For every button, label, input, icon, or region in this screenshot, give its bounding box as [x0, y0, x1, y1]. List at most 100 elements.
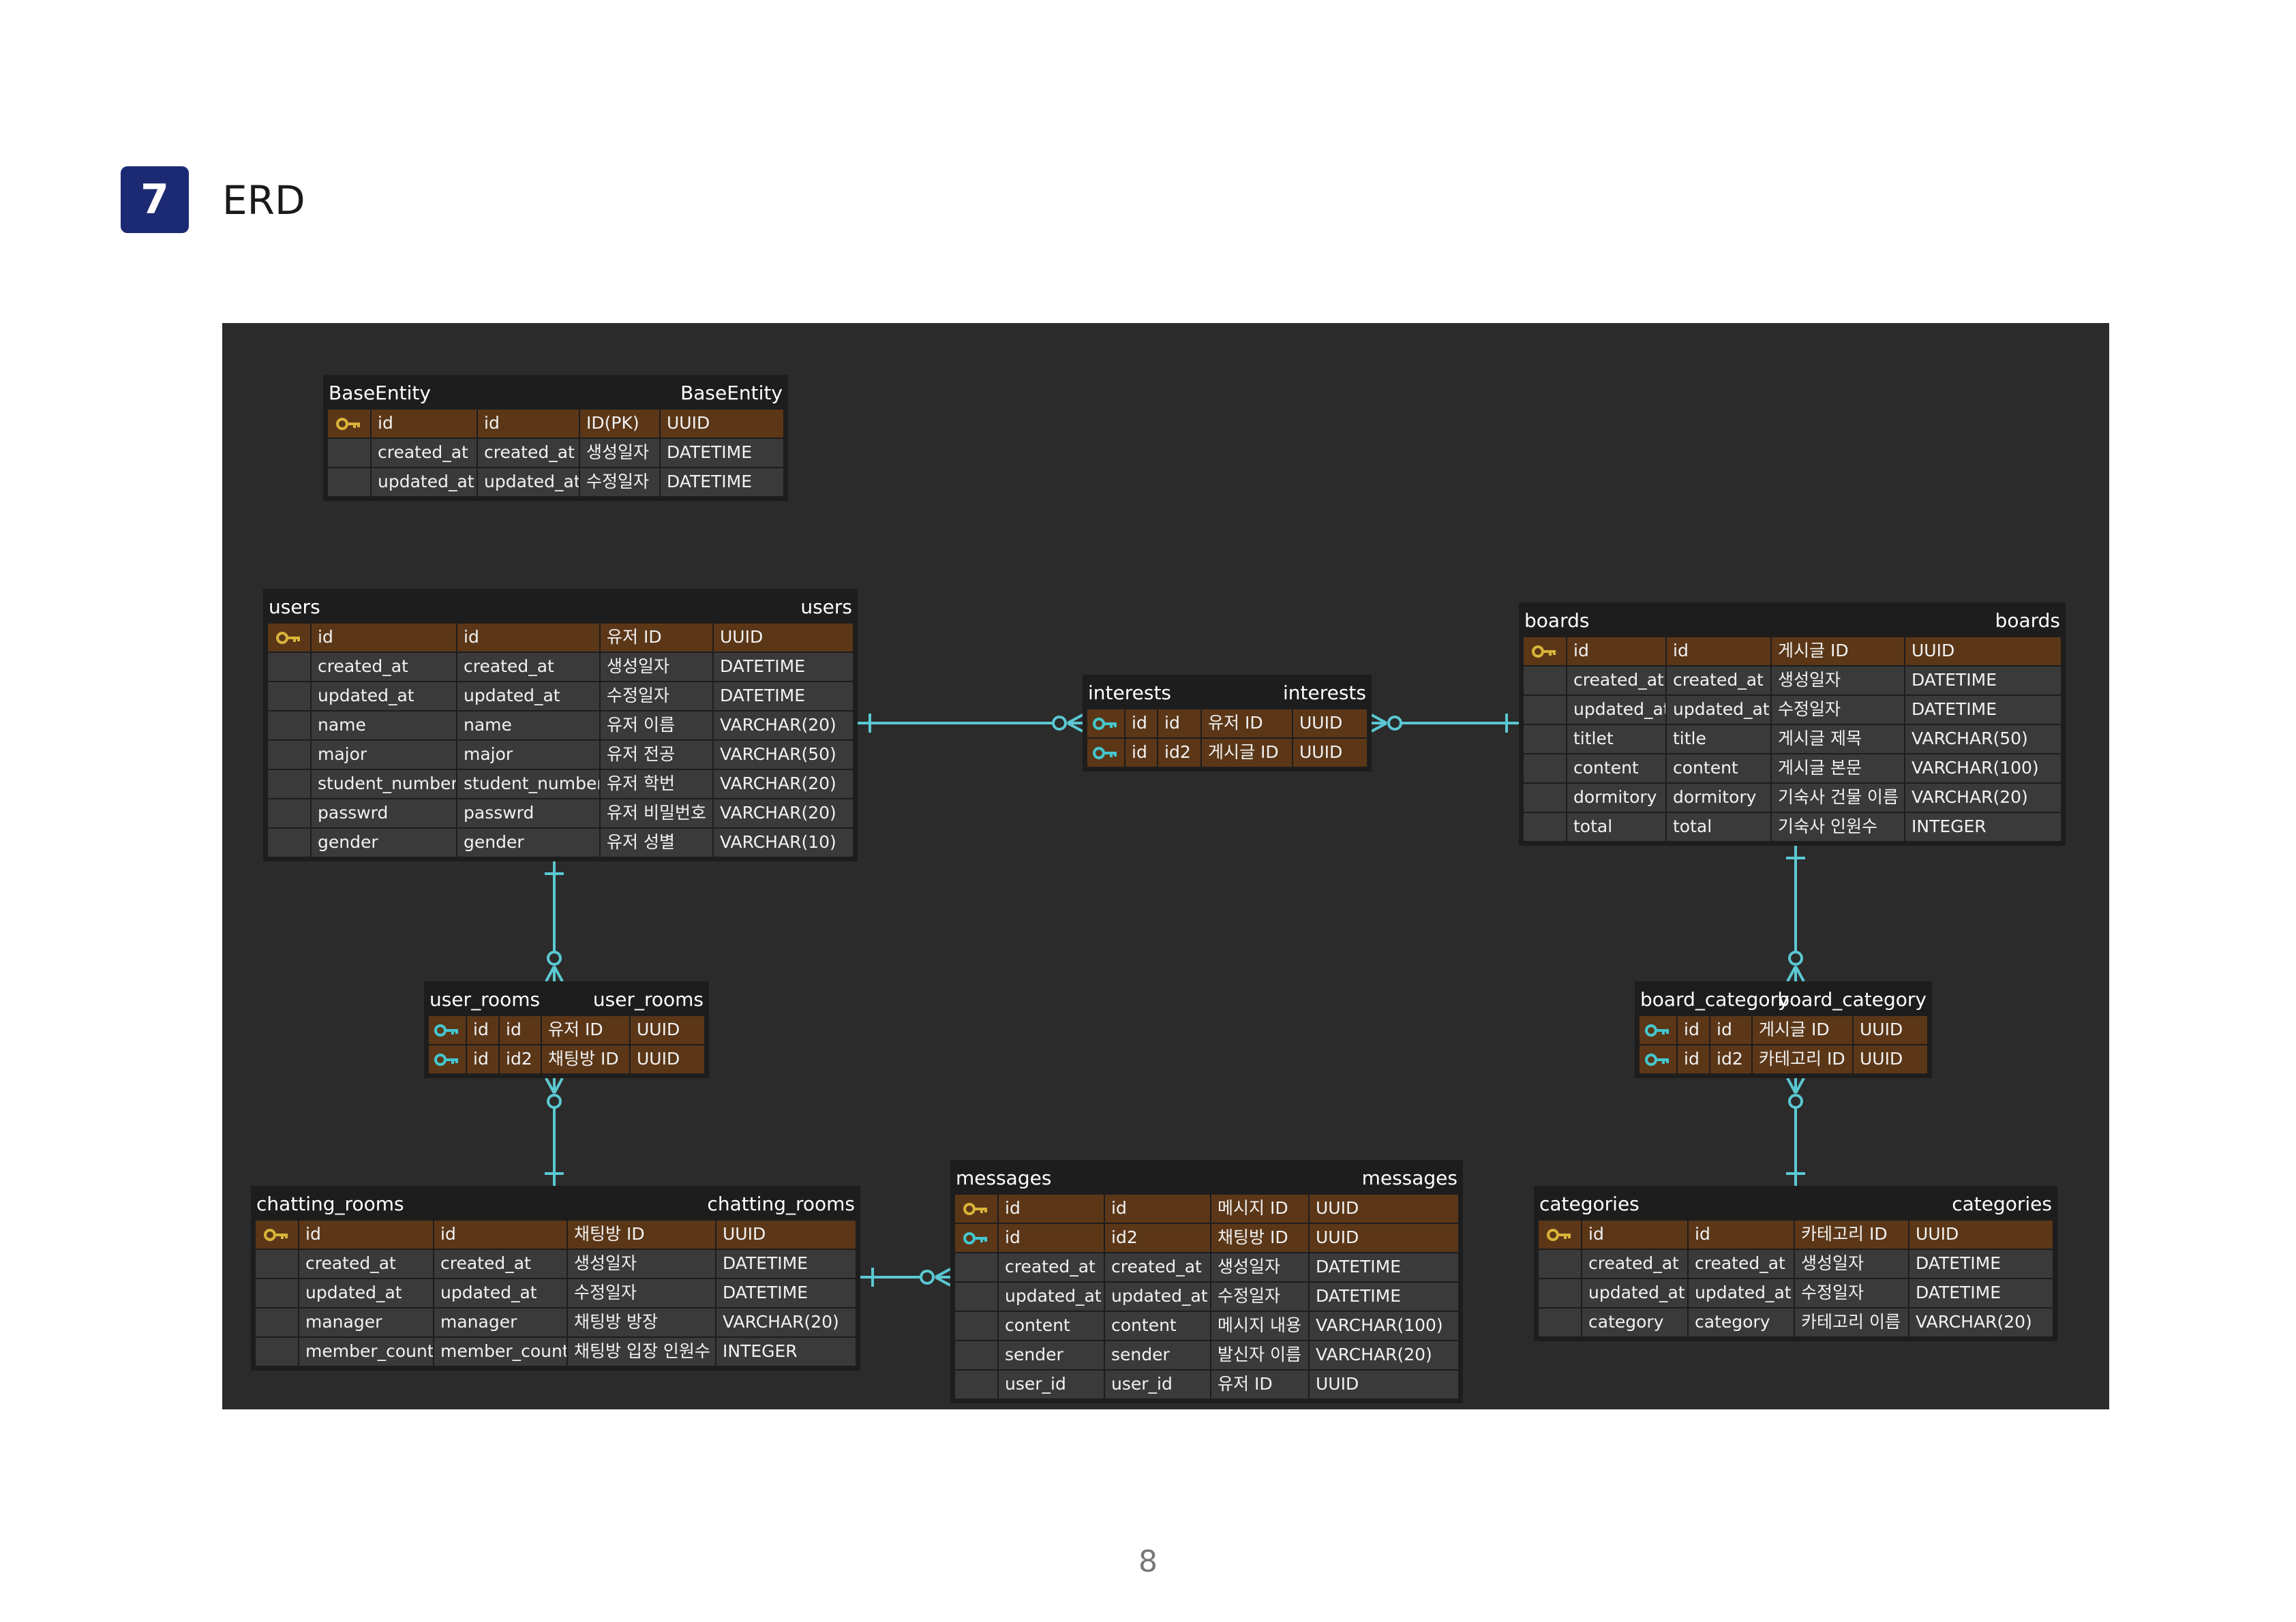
column-logical-name: id — [1677, 1015, 1710, 1045]
table-row[interactable]: name name 유저 이름 VARCHAR(20) — [263, 711, 858, 740]
table-row[interactable]: updated_at updated_at 수정일자 DATETIME — [263, 682, 858, 711]
table-row[interactable]: id id 채팅방 ID UUID — [251, 1220, 860, 1249]
table-row[interactable]: total total 기숙사 인원수 INTEGER — [1519, 812, 2066, 842]
column-type: UUID — [630, 1045, 705, 1074]
column-physical-name: id — [1104, 1194, 1211, 1223]
table-messages[interactable]: messages messages id id 메시지 ID UUID id id2 채팅방 I… — [950, 1160, 1463, 1403]
column-description: 게시글 본문 — [1771, 754, 1905, 783]
table-row[interactable]: dormitory dormitory 기숙사 건물 이름 VARCHAR(20) — [1519, 783, 2066, 812]
column-physical-name: id — [434, 1220, 567, 1249]
column-logical-name: name — [311, 711, 457, 740]
table-row[interactable]: titlet title 게시글 제목 VARCHAR(50) — [1519, 724, 2066, 754]
table-interests[interactable]: interests interests id id 유저 ID UUID id id2 게시글 … — [1083, 675, 1372, 771]
key-cell — [267, 799, 311, 828]
column-description: 게시글 제목 — [1771, 724, 1905, 754]
table-row[interactable]: created_at created_at 생성일자 DATETIME — [950, 1253, 1463, 1282]
table-row[interactable]: created_at created_at 생성일자 DATETIME — [323, 438, 788, 468]
table-row[interactable]: updated_at updated_at 수정일자 DATETIME — [1519, 695, 2066, 724]
column-type: DATETIME — [1905, 666, 2061, 695]
table-row[interactable]: updated_at updated_at 수정일자 DATETIME — [950, 1282, 1463, 1311]
column-logical-name: created_at — [311, 652, 457, 682]
table-row[interactable]: student_number student_number 유저 학번 VARCHAR… — [263, 769, 858, 799]
key-cell — [327, 468, 371, 497]
column-physical-name: major — [457, 740, 600, 769]
table-row[interactable]: id id 메시지 ID UUID — [950, 1194, 1463, 1223]
table-row[interactable]: major major 유저 전공 VARCHAR(50) — [263, 740, 858, 769]
table-BaseEntity[interactable]: BaseEntity BaseEntity id id ID(PK) UUID create… — [323, 375, 788, 501]
column-logical-name: student_number — [311, 769, 457, 799]
table-board-category[interactable]: board_category board_category id id 게시글 ID UU… — [1635, 981, 1932, 1078]
table-row[interactable]: updated_at updated_at 수정일자 DATETIME — [251, 1279, 860, 1308]
table-physical-name: BaseEntity — [680, 382, 783, 404]
column-type: VARCHAR(20) — [713, 711, 854, 740]
column-physical-name: gender — [457, 828, 600, 857]
table-row[interactable]: id id 유저 ID UUID — [263, 623, 858, 652]
table-row[interactable]: updated_at updated_at 수정일자 DATETIME — [1534, 1279, 2057, 1308]
table-name: messages — [956, 1167, 1052, 1189]
column-type: DATETIME — [1909, 1249, 2053, 1279]
column-physical-name: sender — [1104, 1341, 1211, 1370]
table-categories[interactable]: categories categories id id 카테고리 ID UUID creat… — [1534, 1186, 2057, 1341]
table-row[interactable]: id id 게시글 ID UUID — [1519, 637, 2066, 666]
table-row[interactable]: id id2 채팅방 ID UUID — [424, 1045, 709, 1074]
table-name: boards — [1524, 609, 1590, 632]
table-name: user_rooms — [429, 988, 541, 1011]
column-description: 게시글 ID — [1752, 1015, 1853, 1045]
key-cell — [255, 1249, 299, 1279]
table-row[interactable]: member_count member_count 채팅방 입장 인원수 INTEGE… — [251, 1337, 860, 1366]
table-row[interactable]: id id2 게시글 ID UUID — [1083, 738, 1372, 767]
table-boards[interactable]: boards boards id id 게시글 ID UUID created_at crea… — [1519, 602, 2066, 846]
table-users[interactable]: users users id id 유저 ID UUID created_at created… — [263, 589, 858, 861]
table-row[interactable]: created_at created_at 생성일자 DATETIME — [251, 1249, 860, 1279]
table-row[interactable]: id id 유저 ID UUID — [424, 1015, 709, 1045]
column-description: 유저 ID — [541, 1015, 630, 1045]
table-row[interactable]: content content 게시글 본문 VARCHAR(100) — [1519, 754, 2066, 783]
table-row[interactable]: updated_at updated_at 수정일자 DATETIME — [323, 468, 788, 497]
foreign-key-icon — [434, 1053, 458, 1066]
table-row[interactable]: created_at created_at 생성일자 DATETIME — [1519, 666, 2066, 695]
key-cell — [954, 1194, 998, 1223]
table-row[interactable]: id id 게시글 ID UUID — [1635, 1015, 1932, 1045]
column-physical-name: manager — [434, 1308, 567, 1337]
foreign-key-icon — [1645, 1024, 1669, 1037]
column-physical-name: passwrd — [457, 799, 600, 828]
column-logical-name: passwrd — [311, 799, 457, 828]
table-row[interactable]: sender sender 발신자 이름 VARCHAR(20) — [950, 1341, 1463, 1370]
table-row[interactable]: user_id user_id 유저 ID UUID — [950, 1370, 1463, 1399]
table-row[interactable]: id id2 카테고리 ID UUID — [1635, 1045, 1932, 1074]
table-row[interactable]: passwrd passwrd 유저 비밀번호 VARCHAR(20) — [263, 799, 858, 828]
key-cell — [267, 740, 311, 769]
table-header: categories categories — [1534, 1186, 2057, 1220]
column-type: VARCHAR(20) — [1309, 1341, 1459, 1370]
foreign-key-icon — [1093, 746, 1117, 759]
relationship-connectors — [545, 714, 1805, 1287]
table-row[interactable]: id id 카테고리 ID UUID — [1534, 1220, 2057, 1249]
table-physical-name: boards — [1995, 609, 2060, 632]
column-description: 메시지 ID — [1211, 1194, 1309, 1223]
foreign-key-icon — [1645, 1053, 1669, 1066]
column-type: UUID — [1853, 1015, 1928, 1045]
column-description: 생성일자 — [1794, 1249, 1909, 1279]
foreign-key-icon — [434, 1024, 458, 1037]
table-row[interactable]: gender gender 유저 성별 VARCHAR(10) — [263, 828, 858, 857]
column-description: 수정일자 — [600, 682, 713, 711]
column-description: 유저 ID — [1201, 709, 1293, 738]
table-row[interactable]: id id ID(PK) UUID — [323, 409, 788, 438]
table-row[interactable]: manager manager 채팅방 방장 VARCHAR(20) — [251, 1308, 860, 1337]
table-row[interactable]: content content 메시지 내용 VARCHAR(100) — [950, 1311, 1463, 1341]
column-logical-name: manager — [299, 1308, 434, 1337]
primary-key-icon — [336, 417, 360, 430]
table-row[interactable]: created_at created_at 생성일자 DATETIME — [263, 652, 858, 682]
table-header: interests interests — [1083, 675, 1372, 709]
column-type: DATETIME — [716, 1279, 856, 1308]
table-chatting-rooms[interactable]: chatting_rooms chatting_rooms id id 채팅방 ID UU… — [251, 1186, 860, 1371]
table-row[interactable]: category category 카테고리 이름 VARCHAR(20) — [1534, 1308, 2057, 1337]
table-row[interactable]: id id2 채팅방 ID UUID — [950, 1223, 1463, 1253]
key-cell — [954, 1311, 998, 1341]
table-row[interactable]: created_at created_at 생성일자 DATETIME — [1534, 1249, 2057, 1279]
table-user-rooms[interactable]: user_rooms user_rooms id id 유저 ID UUID id id2 채팅… — [424, 981, 709, 1078]
column-logical-name: id — [371, 409, 477, 438]
column-logical-name: user_id — [998, 1370, 1104, 1399]
table-row[interactable]: id id 유저 ID UUID — [1083, 709, 1372, 738]
column-description: 카테고리 이름 — [1794, 1308, 1909, 1337]
